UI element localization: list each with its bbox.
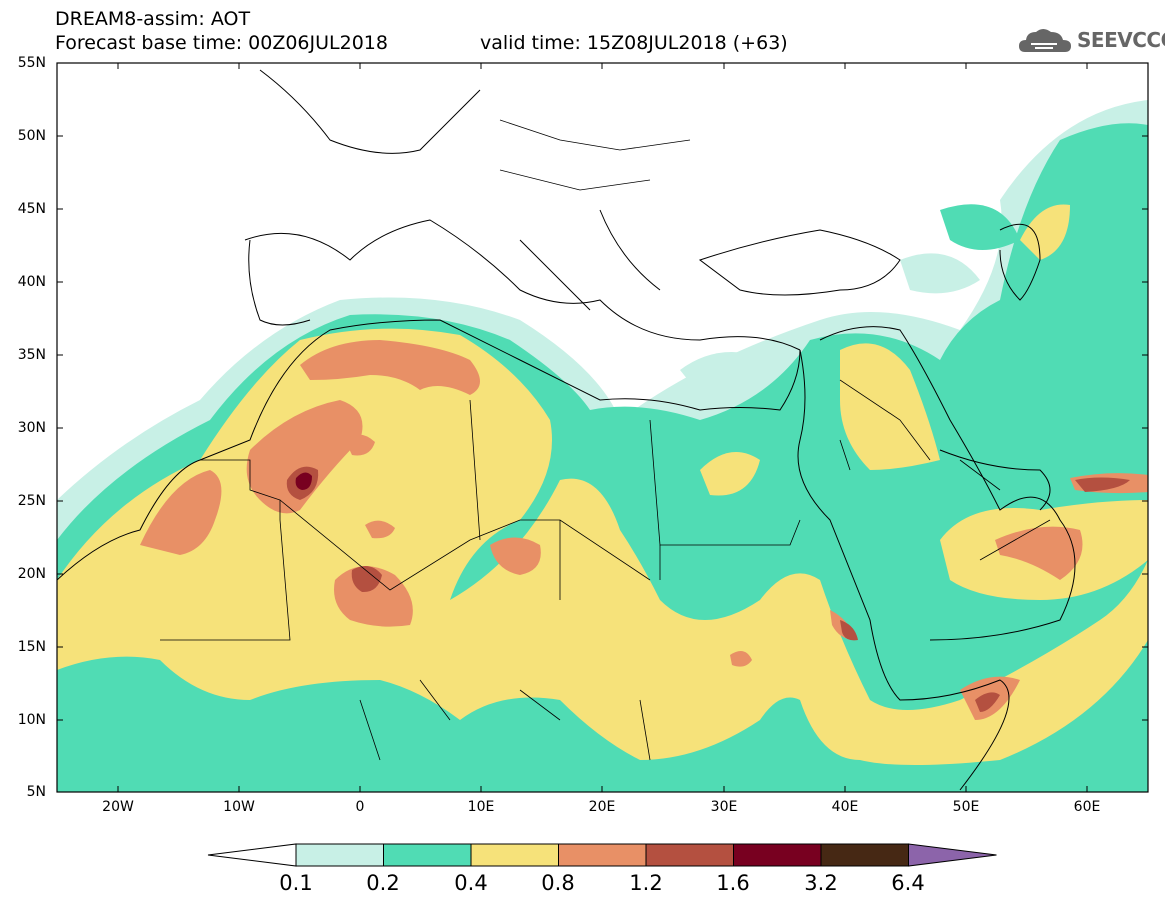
lon-label: 20E <box>588 799 616 815</box>
seevccc-cloud-logo-icon <box>1019 29 1071 52</box>
lat-label: 15N <box>17 639 46 655</box>
colorbar-label: 0.2 <box>366 871 400 895</box>
lon-label: 20W <box>102 799 134 815</box>
colorbar-label: 6.4 <box>891 871 925 895</box>
lon-label: 0 <box>355 799 365 815</box>
lat-label: 45N <box>17 201 46 217</box>
logo-text: SEEVCCC <box>1077 28 1165 52</box>
forecast-base-time: Forecast base time: 00Z06JUL2018 <box>55 32 388 54</box>
colorbar-label: 1.6 <box>716 871 750 895</box>
lat-label: 25N <box>17 493 46 509</box>
coastlines <box>57 69 1076 791</box>
lon-label: 60E <box>1073 799 1101 815</box>
lat-label: 40N <box>17 274 46 290</box>
colorbar-label: 1.2 <box>629 871 663 895</box>
lat-label: 10N <box>17 712 46 728</box>
lat-label: 5N <box>26 784 46 800</box>
lon-label: 10W <box>223 799 255 815</box>
lon-label: 30E <box>710 799 738 815</box>
valid-time: valid time: 15Z08JUL2018 (+63) <box>480 32 788 54</box>
colorbar-label: 0.8 <box>541 871 575 895</box>
axis-ticks <box>57 62 1148 793</box>
lat-label: 50N <box>17 128 46 144</box>
colorbar-label: 3.2 <box>804 871 838 895</box>
map-title: DREAM8-assim: AOT <box>55 8 251 30</box>
lon-label: 50E <box>952 799 980 815</box>
colorbar-label: 0.4 <box>454 871 488 895</box>
lat-label: 35N <box>17 347 46 363</box>
colorbar-label: 0.1 <box>279 871 313 895</box>
lon-label: 40E <box>831 799 859 815</box>
lon-label: 10E <box>467 799 495 815</box>
lat-label: 55N <box>17 55 46 71</box>
lat-label: 30N <box>17 420 46 436</box>
aot-contour-1.6 <box>295 472 312 490</box>
lat-label: 20N <box>17 566 46 582</box>
country-borders <box>160 119 1051 761</box>
